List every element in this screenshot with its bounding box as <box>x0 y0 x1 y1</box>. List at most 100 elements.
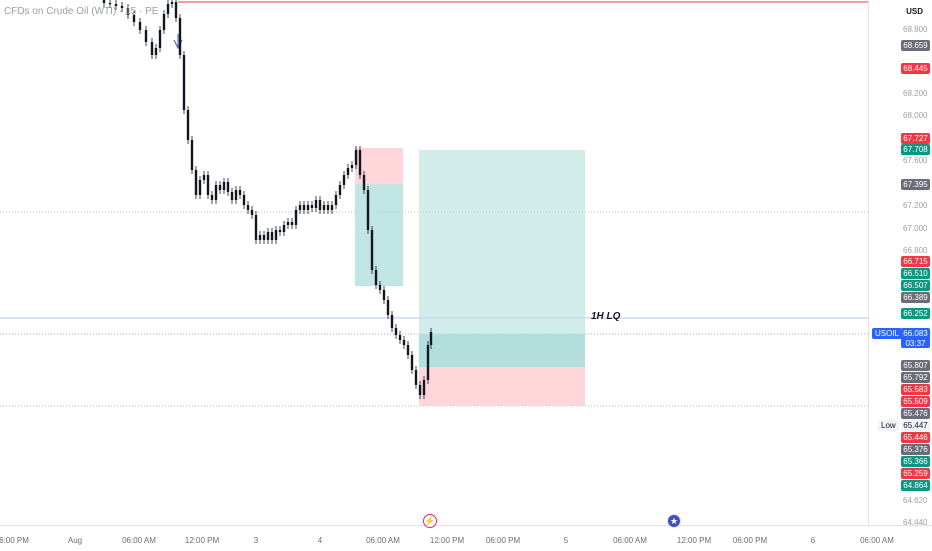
time-tick: 5 <box>563 536 569 545</box>
liquidity-label[interactable]: 1H LQ <box>591 311 621 322</box>
candle-body <box>410 355 414 370</box>
price-tick: 66.800 <box>903 246 928 255</box>
price-tag: 66.715 <box>901 256 930 267</box>
candle-body <box>406 345 410 355</box>
price-tag: 65.583 <box>901 384 930 395</box>
candle-body <box>390 315 394 328</box>
chart-pane[interactable]: CFDs on Crude Oil (WTI) · 15 · PE 1H LQ <box>0 0 868 525</box>
candle-body <box>346 168 350 175</box>
symbol-title[interactable]: CFDs on Crude Oil (WTI) · 15 · PE <box>4 6 159 17</box>
candle-body <box>318 200 322 210</box>
candle-body <box>402 340 406 345</box>
time-tick: 06:00 AM <box>613 536 647 545</box>
time-axis[interactable]: 6:00 PM Aug 06:00 AM 12:00 PM 3 4 06:00 … <box>0 525 932 551</box>
time-tick: 6:00 PM <box>0 536 29 545</box>
candle-body <box>234 190 238 200</box>
price-tag: 65.807 <box>901 360 930 371</box>
time-tick: 06:00 PM <box>732 536 768 545</box>
candle-body <box>226 182 230 192</box>
candle-body <box>370 230 374 270</box>
candle-body <box>102 0 106 3</box>
candle-body <box>270 232 274 240</box>
time-tick: 06:00 AM <box>860 536 894 545</box>
candle-body <box>362 175 366 190</box>
candle-body <box>350 165 354 168</box>
candle-body <box>132 15 136 22</box>
us-flag-icon[interactable]: ★ <box>667 514 681 528</box>
candle-body <box>422 380 426 395</box>
candle-body <box>278 230 282 232</box>
candle-body <box>170 2 174 4</box>
price-tag: 66.252 <box>901 308 930 319</box>
price-tag: 65.366 <box>901 456 930 467</box>
symbol-tag: USOIL <box>872 328 903 339</box>
stop-zone-short <box>355 148 403 184</box>
time-tick: 12:00 PM <box>676 536 712 545</box>
price-tick: 67.000 <box>903 224 928 233</box>
candle-body <box>120 6 124 8</box>
time-tick: Aug <box>67 536 83 545</box>
candle-body <box>194 170 198 195</box>
candle-body <box>214 185 218 200</box>
candle-body <box>190 140 194 170</box>
price-tag: 65.259 <box>901 468 930 479</box>
candle-body <box>378 285 382 290</box>
candle-body <box>186 110 190 140</box>
price-tick: 68.200 <box>903 89 928 98</box>
candle-body <box>429 332 433 345</box>
candle-body <box>326 205 330 210</box>
candle-body <box>398 335 402 340</box>
target-zone-short <box>355 184 403 286</box>
candle-body <box>306 205 310 210</box>
candle-body <box>182 55 186 110</box>
time-tick: 3 <box>253 536 259 545</box>
price-tick: 68.000 <box>903 111 928 120</box>
stop-zone-long <box>419 367 585 406</box>
price-tick: 64.440 <box>903 518 928 527</box>
price-tag: 65.509 <box>901 396 930 407</box>
price-chart[interactable] <box>0 0 868 525</box>
price-tag: 65.476 <box>901 408 930 419</box>
candle-body <box>394 328 398 335</box>
candle-body <box>222 182 226 190</box>
candle-body <box>158 30 162 48</box>
candle-body <box>298 205 302 210</box>
candle-body <box>334 195 338 205</box>
time-tick: 06:00 AM <box>366 536 400 545</box>
candle-body <box>178 18 182 55</box>
time-tick: 06:00 AM <box>122 536 156 545</box>
price-tag: 65.446 <box>901 432 930 443</box>
price-tag: 66.507 <box>901 280 930 291</box>
time-tick: 6 <box>810 536 816 545</box>
candle-body <box>126 8 130 15</box>
energy-event-icon[interactable]: ⚡ <box>423 514 437 528</box>
open-profit-zone <box>419 334 585 367</box>
price-tag: 68.445 <box>901 63 930 74</box>
bar-countdown: 03:37 <box>905 339 926 348</box>
candle-body <box>266 232 270 240</box>
current-price: 66.083 <box>903 329 928 338</box>
candle-body <box>246 205 250 210</box>
time-tick: 12:00 PM <box>429 536 465 545</box>
candle-body <box>162 14 166 30</box>
candle-body <box>218 185 222 190</box>
candle-body <box>386 300 390 315</box>
candle-body <box>374 270 378 285</box>
candle-body <box>114 4 118 6</box>
candle-body <box>250 210 254 215</box>
candle-body <box>262 235 266 240</box>
candle-body <box>282 225 286 232</box>
candle-body <box>198 180 202 195</box>
candle-body <box>150 42 154 55</box>
currency-label[interactable]: USD <box>906 7 923 16</box>
candle-body <box>314 200 318 208</box>
price-tag: 65.376 <box>901 444 930 455</box>
price-tag: 67.708 <box>901 144 930 155</box>
candle-body <box>358 150 362 175</box>
candle-body <box>310 205 314 208</box>
time-tick: 06:00 PM <box>485 536 521 545</box>
candle-body <box>342 175 346 185</box>
price-tick: 68.800 <box>903 25 928 34</box>
price-scale[interactable]: USD 68.800 68.200 68.000 67.600 67.200 6… <box>868 0 932 527</box>
candle-body <box>302 205 306 210</box>
